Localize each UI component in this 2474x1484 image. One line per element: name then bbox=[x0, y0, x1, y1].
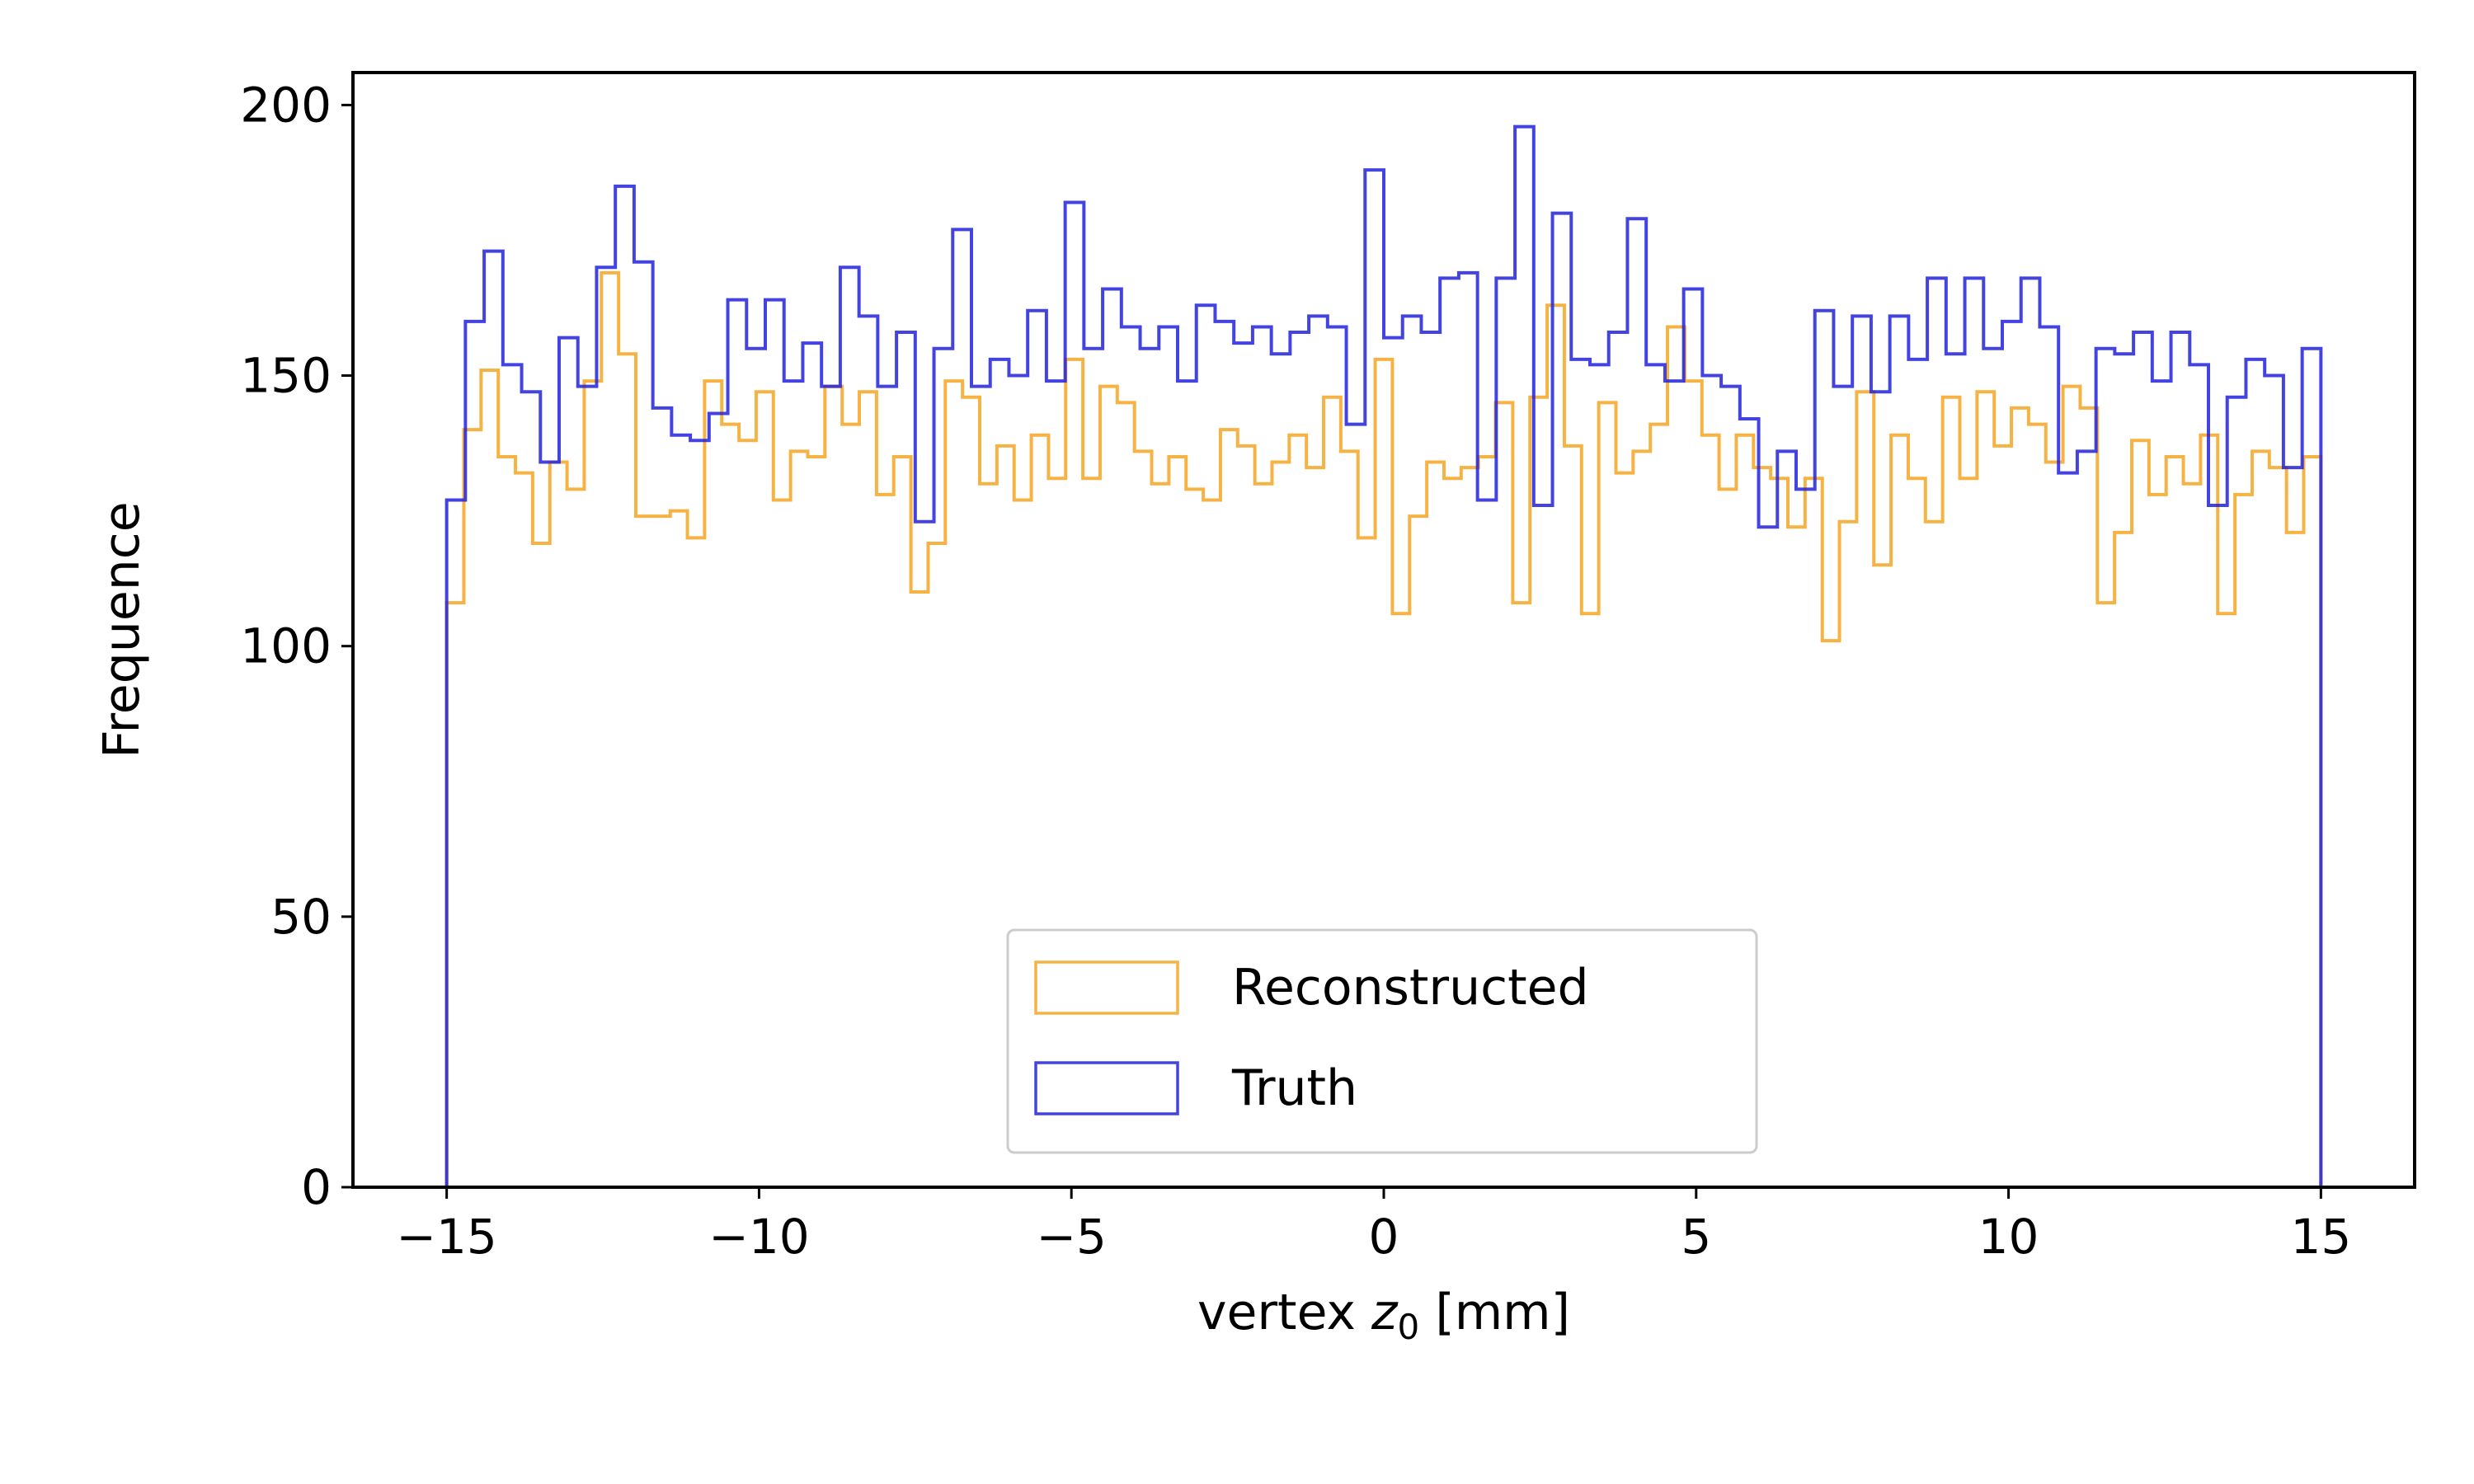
histogram-series-reconstructed bbox=[444, 270, 2323, 1187]
x-tick-label: 15 bbox=[2290, 1209, 2351, 1265]
y-tick-label: 100 bbox=[240, 618, 332, 674]
x-axis-label: vertex z0 [mm] bbox=[1197, 1284, 1570, 1347]
y-tick-label: 200 bbox=[240, 77, 332, 133]
x-tick-label: 10 bbox=[1978, 1209, 2039, 1265]
x-axis: −15 −10 −5 0 5 10 15 bbox=[396, 1187, 2351, 1265]
x-tick-label: −10 bbox=[708, 1209, 809, 1265]
legend-label-truth: Truth bbox=[1231, 1059, 1357, 1117]
legend-swatch-reconstructed bbox=[1034, 960, 1179, 1015]
histogram-series-truth bbox=[444, 124, 2323, 1187]
x-tick-label: −5 bbox=[1036, 1209, 1107, 1265]
y-tick-label: 0 bbox=[301, 1159, 332, 1215]
x-tick-label: −15 bbox=[396, 1209, 496, 1265]
y-tick-label: 150 bbox=[240, 348, 332, 404]
y-axis-label: Frequence bbox=[93, 501, 151, 758]
legend-swatch-truth bbox=[1034, 1061, 1179, 1115]
plot-area bbox=[444, 124, 2323, 1187]
y-axis: 0 50 100 150 200 bbox=[240, 77, 353, 1215]
x-tick-label: 5 bbox=[1681, 1209, 1711, 1265]
legend: Reconstructed Truth bbox=[1006, 928, 1758, 1154]
y-tick-label: 50 bbox=[270, 889, 332, 945]
x-tick-label: 0 bbox=[1369, 1209, 1399, 1265]
legend-box bbox=[1006, 928, 1758, 1154]
legend-label-reconstructed: Reconstructed bbox=[1232, 959, 1589, 1017]
